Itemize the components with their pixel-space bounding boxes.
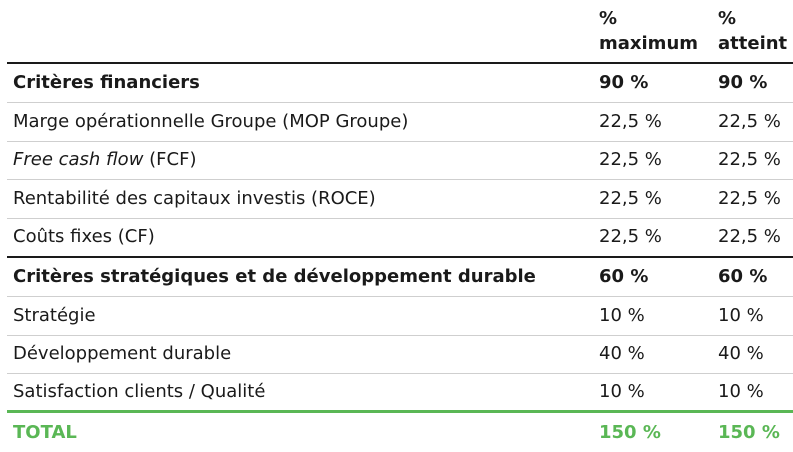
table-row-strategic-criteria: Critères stratégiques et de développemen… (0, 258, 793, 296)
table-row: Satisfaction clients / Qualité 10 % 10 % (0, 373, 793, 411)
header-maximum-line1: % (599, 8, 618, 29)
row-atteint: 22,5 % (718, 149, 781, 170)
table-row-financial-criteria: Critères financiers 90 % 90 % (0, 64, 793, 102)
row-atteint: 10 % (718, 305, 764, 326)
row-max: 22,5 % (599, 111, 662, 132)
row-divider (7, 373, 793, 374)
row-label: Satisfaction clients / Qualité (13, 381, 266, 402)
row-label: Free cash flow (FCF) (13, 141, 196, 179)
header-atteint-line2: atteint (718, 33, 788, 54)
row-max: 90 % (599, 72, 649, 93)
row-divider (7, 179, 793, 180)
row-max: 60 % (599, 266, 649, 287)
row-atteint: 22,5 % (718, 188, 781, 209)
row-divider (7, 218, 793, 219)
row-label: Développement durable (13, 343, 232, 364)
section-rule (7, 256, 793, 258)
row-label: Marge opérationnelle Groupe (MOP Groupe) (13, 111, 409, 132)
table-row-total: TOTAL 150 % 150 % (0, 414, 793, 452)
total-atteint: 150 % (718, 422, 780, 443)
header-maximum-line2: maximum (599, 33, 699, 54)
row-divider (7, 335, 793, 336)
table-row: Marge opérationnelle Groupe (MOP Groupe)… (0, 103, 793, 141)
table-row: Développement durable 40 % 40 % (0, 335, 793, 373)
row-atteint: 10 % (718, 381, 764, 402)
row-label: Coûts fixes (CF) (13, 226, 155, 247)
row-max: 10 % (599, 305, 645, 326)
row-label: Stratégie (13, 305, 96, 326)
header-atteint-line1: % (718, 8, 737, 29)
table-header: % maximum % atteint (0, 6, 793, 60)
row-max: 10 % (599, 381, 645, 402)
row-label: Critères financiers (13, 72, 200, 93)
row-max: 40 % (599, 343, 645, 364)
total-label: TOTAL (13, 422, 77, 443)
row-atteint: 22,5 % (718, 111, 781, 132)
row-atteint: 22,5 % (718, 226, 781, 247)
table-row: Stratégie 10 % 10 % (0, 297, 793, 335)
row-divider (7, 102, 793, 103)
row-divider (7, 296, 793, 297)
row-max: 22,5 % (599, 188, 662, 209)
header-maximum: % maximum (599, 6, 698, 56)
row-atteint: 90 % (718, 72, 768, 93)
total-rule (7, 410, 793, 413)
row-divider (7, 141, 793, 142)
table-row: Coûts fixes (CF) 22,5 % 22,5 % (0, 218, 793, 256)
row-atteint: 60 % (718, 266, 768, 287)
row-label-italic: Free cash flow (13, 149, 144, 170)
row-atteint: 40 % (718, 343, 764, 364)
row-label: Critères stratégiques et de développemen… (13, 266, 536, 287)
row-max: 22,5 % (599, 226, 662, 247)
header-atteint: % atteint (718, 6, 787, 56)
total-max: 150 % (599, 422, 661, 443)
table-row: Free cash flow (FCF) 22,5 % 22,5 % (0, 141, 793, 179)
row-label-rest: (FCF) (143, 149, 197, 170)
row-label: Rentabilité des capitaux investis (ROCE) (13, 188, 376, 209)
table-row: Rentabilité des capitaux investis (ROCE)… (0, 180, 793, 218)
row-max: 22,5 % (599, 149, 662, 170)
header-rule (7, 62, 793, 64)
